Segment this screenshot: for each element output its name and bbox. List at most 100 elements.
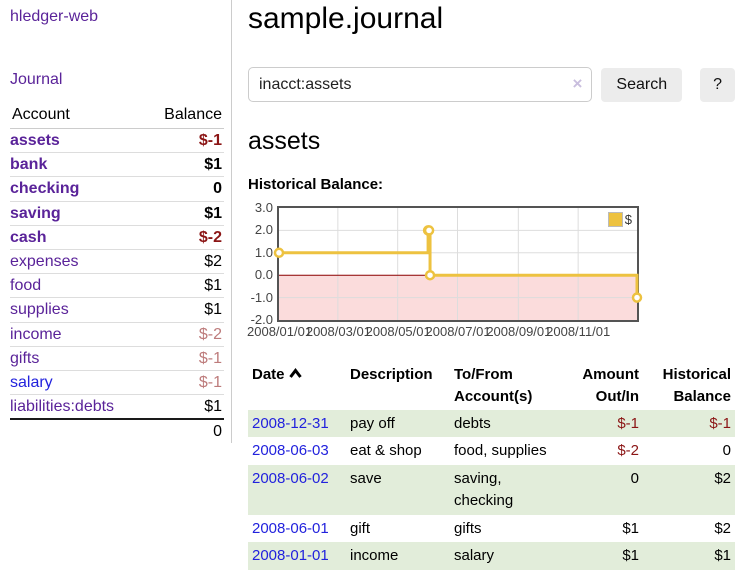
account-link-checking[interactable]: checking — [10, 180, 80, 198]
transaction-accounts: food, supplies — [454, 442, 547, 460]
app-title[interactable]: hledger-web — [10, 8, 99, 25]
accounts-header-account: Account — [10, 103, 145, 129]
chart-plot-area: $ — [273, 206, 643, 322]
help-button[interactable]: ? — [700, 67, 735, 102]
table-row: saving $1 — [10, 201, 224, 226]
account-balance: $1 — [144, 394, 224, 420]
transaction-amount: $-1 — [617, 414, 639, 432]
account-link-bank[interactable]: bank — [10, 156, 48, 174]
table-row: checking 0 — [10, 176, 224, 202]
transaction-accounts: saving, checking — [454, 470, 514, 509]
journal-link[interactable]: Journal — [10, 71, 63, 88]
sort-ascending-icon — [288, 364, 303, 386]
transaction-date-link[interactable]: 2008-01-01 — [252, 547, 329, 565]
account-link-supplies[interactable]: supplies — [10, 301, 69, 319]
page-title: sample.journal — [248, 2, 444, 35]
table-row: 2008-06-01 gift gifts $1 $2 — [248, 515, 735, 543]
account-link-salary[interactable]: salary — [10, 373, 53, 391]
table-row: 2008-06-03 eat & shop food, supplies $-2… — [248, 437, 735, 465]
account-balance: $-1 — [144, 128, 224, 154]
table-row: supplies $1 — [10, 297, 224, 323]
chart-title: Historical Balance: — [248, 176, 384, 193]
x-tick-label: 2008/01/01 — [247, 324, 313, 339]
search-input[interactable] — [248, 67, 593, 102]
account-balance: $1 — [144, 273, 224, 299]
account-link-food[interactable]: food — [10, 277, 42, 295]
account-link-income[interactable]: income — [10, 325, 62, 343]
accounts-header-balance: Balance — [144, 103, 224, 129]
sidebar-item-journal[interactable]: Journal — [10, 71, 224, 89]
transaction-amount: $1 — [622, 519, 639, 537]
table-row: 2008-12-31 pay off debts $-1 $-1 — [248, 409, 735, 438]
y-tick-label: -2.0 — [250, 312, 273, 327]
transaction-description: eat & shop — [350, 442, 422, 460]
legend-swatch-icon — [607, 212, 623, 227]
register-header-amount: Amount Out/In — [582, 366, 639, 405]
date-header-label: Date — [252, 366, 285, 383]
data-point-marker — [423, 225, 435, 236]
account-balance: $1 — [144, 152, 224, 178]
table-row: cash $-2 — [10, 225, 224, 250]
transaction-amount: 0 — [630, 470, 639, 487]
y-tick-label: 1.0 — [254, 244, 273, 260]
table-row: 2008-01-01 income salary $1 $1 — [248, 542, 735, 570]
transaction-date-link[interactable]: 2008-06-02 — [252, 470, 329, 487]
chart-x-axis: 2008/01/01 2008/03/01 2008/05/01 2008/07/01… — [247, 324, 641, 342]
transaction-accounts: gifts — [454, 519, 482, 537]
search-bar: × Search ? — [248, 67, 735, 102]
chart-legend: $ — [607, 212, 632, 227]
transaction-description: income — [350, 547, 399, 565]
data-point-marker — [273, 247, 285, 259]
table-row: bank $1 — [10, 152, 224, 178]
table-row: food $1 — [10, 273, 224, 299]
transaction-description: pay off — [350, 414, 395, 432]
register-header-row: Date Description To/From Account(s) Amou… — [248, 362, 735, 410]
transaction-balance: 0 — [722, 442, 731, 460]
account-balance: 0 — [144, 176, 224, 202]
transaction-amount: $-2 — [617, 442, 639, 460]
transaction-date-link[interactable]: 2008-12-31 — [252, 414, 329, 432]
transaction-date-link[interactable]: 2008-06-03 — [252, 442, 329, 460]
table-row: salary $-1 — [10, 370, 224, 396]
account-link-assets[interactable]: assets — [10, 132, 60, 149]
accounts-header-row: Account Balance — [10, 103, 224, 129]
account-link-expenses[interactable]: expenses — [10, 252, 79, 270]
y-tick-label: -1.0 — [250, 289, 273, 305]
transaction-amount: $1 — [622, 547, 639, 565]
account-balance: $1 — [144, 201, 224, 226]
transaction-date-link[interactable]: 2008-06-01 — [252, 519, 329, 537]
y-tick-label: 0.0 — [254, 267, 273, 283]
y-tick-label: 3.0 — [254, 200, 273, 215]
account-balance: $2 — [144, 249, 224, 275]
register-header-accounts: To/From Account(s) — [454, 366, 533, 405]
table-row: gifts $-1 — [10, 346, 224, 371]
balance-chart-svg — [273, 208, 643, 320]
account-link-gifts[interactable]: gifts — [10, 349, 40, 367]
table-row: 2008-06-02 save saving, checking 0 $2 — [248, 465, 735, 515]
account-link-saving[interactable]: saving — [10, 204, 61, 222]
sidebar: hledger-web Journal Account Balance asse… — [0, 0, 232, 444]
x-tick-label: 2008/05/01 — [365, 324, 431, 339]
x-tick-label: 2008/03/01 — [305, 324, 371, 339]
account-heading: assets — [248, 127, 321, 155]
account-balance: $-2 — [144, 225, 224, 250]
table-row: income $-2 — [10, 322, 224, 347]
x-tick-label: 2008/09/01 — [486, 324, 552, 339]
transaction-description: save — [350, 470, 382, 487]
transaction-balance: $2 — [714, 470, 731, 487]
account-link-liabilities-debts[interactable]: liabilities:debts — [10, 398, 115, 416]
main-content: sample.journal × Search ? assets Histori… — [232, 0, 735, 570]
register-table: Date Description To/From Account(s) Amou… — [248, 362, 735, 570]
account-balance: $1 — [144, 297, 224, 323]
account-balance: $-1 — [144, 346, 224, 371]
account-balance: $-1 — [144, 370, 224, 396]
register-header-date[interactable]: Date — [248, 362, 346, 410]
account-link-cash[interactable]: cash — [10, 228, 47, 246]
legend-label: $ — [624, 212, 632, 227]
clear-search-icon[interactable]: × — [572, 74, 583, 93]
transaction-balance: $-1 — [709, 414, 731, 432]
historical-balance-chart: 3.0 2.0 1.0 0.0 -1.0 -2.0 $ 2008/01/01 2008/03… — [247, 201, 643, 342]
register-header-description: Description — [350, 366, 433, 383]
register-header-balance: Historical Balance — [662, 366, 731, 405]
search-button[interactable]: Search — [601, 67, 683, 102]
